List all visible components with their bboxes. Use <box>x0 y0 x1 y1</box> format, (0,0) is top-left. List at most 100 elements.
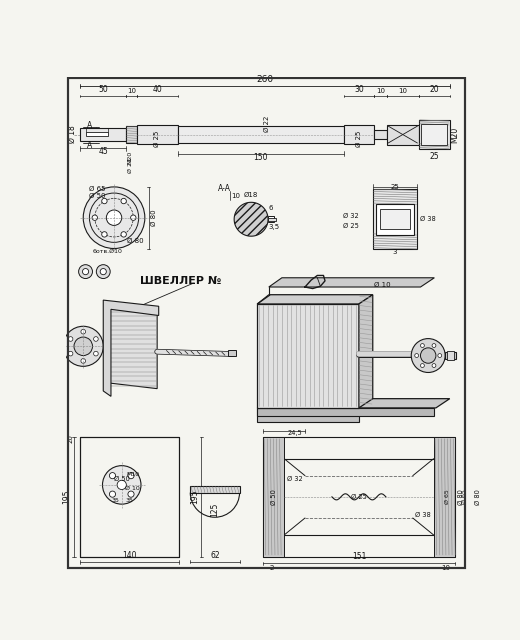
Text: Ø 25: Ø 25 <box>343 223 359 228</box>
Text: 125: 125 <box>211 502 219 516</box>
Circle shape <box>432 364 436 367</box>
Circle shape <box>438 354 441 358</box>
Text: 195: 195 <box>190 490 199 504</box>
Text: A: A <box>87 141 92 150</box>
Circle shape <box>94 337 98 341</box>
Bar <box>344 125 374 144</box>
Circle shape <box>432 344 436 348</box>
Text: Ø 65: Ø 65 <box>462 490 467 504</box>
Text: Ø 65: Ø 65 <box>445 490 450 504</box>
Text: 10: 10 <box>231 193 240 199</box>
Text: Ø 50: Ø 50 <box>89 193 106 199</box>
Polygon shape <box>103 300 159 396</box>
Text: 150: 150 <box>253 153 268 162</box>
Text: Ø 38: Ø 38 <box>420 216 435 222</box>
Text: Ø 25: Ø 25 <box>351 494 367 500</box>
Text: Ø 80: Ø 80 <box>458 489 464 505</box>
Circle shape <box>96 265 110 278</box>
Text: 151: 151 <box>352 552 366 561</box>
Circle shape <box>63 326 103 366</box>
Text: 2: 2 <box>270 565 274 571</box>
Text: Ø 25: Ø 25 <box>154 131 160 147</box>
Circle shape <box>83 187 145 248</box>
Text: 10: 10 <box>127 88 136 93</box>
Bar <box>387 125 419 145</box>
Circle shape <box>81 358 86 364</box>
Circle shape <box>94 351 98 356</box>
Circle shape <box>421 344 424 348</box>
Text: 24,5: 24,5 <box>288 430 302 436</box>
Circle shape <box>74 337 93 356</box>
Text: Ø 50: Ø 50 <box>114 476 129 482</box>
Circle shape <box>68 351 73 356</box>
Text: 10: 10 <box>398 88 407 93</box>
Text: 10: 10 <box>441 565 450 571</box>
Text: Ø 32: Ø 32 <box>287 476 303 481</box>
Text: Ø 38: Ø 38 <box>415 512 431 518</box>
Text: 35: 35 <box>125 498 133 503</box>
Text: Ø 18: Ø 18 <box>68 125 77 143</box>
Text: 20: 20 <box>68 435 74 443</box>
Polygon shape <box>269 278 434 287</box>
Text: Ø 80: Ø 80 <box>151 209 157 226</box>
Text: Ø 10: Ø 10 <box>374 282 391 288</box>
Bar <box>381 209 410 229</box>
Polygon shape <box>234 202 268 236</box>
Bar <box>80 437 179 557</box>
Bar <box>228 350 236 356</box>
Circle shape <box>89 193 139 243</box>
Bar <box>434 437 455 557</box>
Text: M20: M20 <box>128 151 133 164</box>
Text: 6отв.Ø10: 6отв.Ø10 <box>93 249 123 254</box>
Text: ШВЕЛЛЕР №: ШВЕЛЛЕР № <box>140 276 221 286</box>
Text: M10: M10 <box>126 472 139 477</box>
Text: A-A: A-A <box>218 184 231 193</box>
Bar <box>257 408 434 415</box>
Text: 10: 10 <box>376 88 385 93</box>
Text: 45: 45 <box>98 147 108 156</box>
Bar <box>86 132 108 136</box>
Bar <box>421 124 447 145</box>
Circle shape <box>131 215 136 220</box>
Circle shape <box>411 339 445 372</box>
Circle shape <box>79 265 93 278</box>
Bar <box>126 126 137 143</box>
Text: 40: 40 <box>153 84 162 93</box>
Text: Ø 80: Ø 80 <box>127 238 144 244</box>
Circle shape <box>83 269 88 275</box>
Text: Ø18: Ø18 <box>244 191 258 198</box>
Text: Ø 22: Ø 22 <box>128 158 133 173</box>
Circle shape <box>100 269 106 275</box>
Text: 35: 35 <box>112 498 120 503</box>
Circle shape <box>109 491 115 497</box>
Circle shape <box>92 215 97 220</box>
Circle shape <box>106 210 122 225</box>
Circle shape <box>102 232 107 237</box>
Circle shape <box>128 491 134 497</box>
Bar <box>268 218 276 221</box>
Text: 3: 3 <box>393 248 397 255</box>
Text: Ø 25: Ø 25 <box>356 131 362 147</box>
Text: Ø 80: Ø 80 <box>474 489 480 505</box>
Text: 50: 50 <box>98 84 108 93</box>
Text: 20: 20 <box>430 84 439 93</box>
Text: Ø 65: Ø 65 <box>89 186 106 191</box>
Circle shape <box>415 354 419 358</box>
Circle shape <box>68 337 73 341</box>
Polygon shape <box>105 308 157 388</box>
Circle shape <box>121 198 126 204</box>
Text: 260: 260 <box>256 75 274 84</box>
Bar <box>137 125 178 144</box>
Polygon shape <box>257 294 373 304</box>
Text: 30: 30 <box>354 84 364 93</box>
Bar <box>257 408 359 422</box>
Text: 6: 6 <box>268 205 272 211</box>
Bar <box>373 189 418 249</box>
Polygon shape <box>257 304 359 408</box>
Text: Ø 22: Ø 22 <box>264 116 269 132</box>
Text: M20: M20 <box>450 127 459 143</box>
Text: 140: 140 <box>122 550 137 559</box>
Text: 25: 25 <box>430 152 439 161</box>
Circle shape <box>117 480 126 490</box>
Text: A: A <box>87 121 92 130</box>
